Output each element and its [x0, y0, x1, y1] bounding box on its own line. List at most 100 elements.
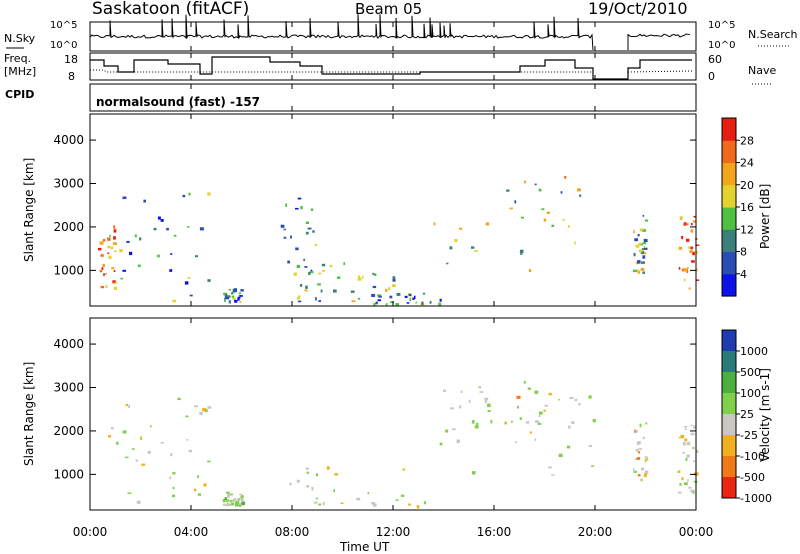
heatmap-cell: [641, 248, 644, 250]
heatmap-cell: [222, 499, 226, 503]
heatmap-cell: [634, 429, 637, 433]
heatmap-cell: [297, 197, 302, 200]
heatmap-cell: [237, 297, 240, 301]
nsky-tick-bottom: 10^0: [50, 40, 77, 51]
freq-tick-bottom: 8: [68, 70, 75, 83]
heatmap-cell: [101, 267, 104, 270]
heatmap-cell: [506, 189, 510, 192]
heatmap-cell: [693, 460, 696, 462]
heatmap-cell: [484, 397, 489, 401]
heatmap-cell: [637, 260, 641, 264]
heatmap-cell: [283, 228, 286, 231]
heatmap-cell: [679, 216, 683, 220]
heatmap-cell: [693, 220, 696, 223]
heatmap-cell: [358, 275, 360, 278]
heatmap-cell: [637, 270, 641, 274]
heatmap-cell: [632, 468, 635, 472]
velocity-heatmap: [108, 380, 699, 509]
nsky-trace: [89, 14, 691, 51]
heatmap-cell: [280, 224, 285, 228]
heatmap-cell: [472, 471, 476, 475]
heatmap-cell: [321, 263, 326, 267]
freq-trace: [90, 56, 692, 80]
colorbar-segment: [722, 351, 736, 373]
heatmap-cell: [535, 420, 539, 423]
heatmap-cell: [110, 246, 114, 249]
heatmap-cell: [343, 262, 346, 266]
heatmap-cell: [412, 297, 415, 300]
heatmap-cell: [317, 272, 322, 275]
heatmap-cell: [312, 230, 315, 233]
heatmap-cell: [638, 249, 643, 253]
heatmap-cell: [169, 476, 172, 480]
heatmap-cell: [683, 222, 687, 226]
heatmap-cell: [186, 439, 189, 441]
heatmap-cell: [229, 499, 232, 503]
heatmap-cell: [100, 285, 105, 289]
heatmap-cell: [538, 188, 542, 192]
heatmap-cell: [677, 470, 681, 473]
heatmap-cell: [686, 238, 690, 242]
heatmap-cell: [114, 250, 117, 253]
heatmap-cell: [333, 289, 337, 293]
heatmap-cell: [150, 425, 152, 428]
colorbar-segment: [722, 273, 736, 297]
heatmap-cell: [223, 292, 227, 295]
ytick-label: 4000: [53, 133, 84, 147]
heatmap-cell: [120, 277, 123, 280]
heatmap-cell: [227, 493, 231, 496]
heatmap-cell: [446, 262, 449, 265]
heatmap-cell: [100, 254, 104, 257]
heatmap-cell: [686, 441, 691, 446]
heatmap-cell: [642, 214, 645, 217]
heatmap-cell: [315, 297, 317, 301]
heatmap-cell: [102, 239, 106, 242]
heatmap-cell: [558, 398, 560, 401]
heatmap-cell: [645, 470, 649, 474]
heatmap-cell: [172, 472, 176, 475]
colorbar-segment: [722, 184, 736, 208]
heatmap-cell: [225, 293, 227, 297]
heatmap-cell: [644, 219, 648, 222]
heatmap-cell: [681, 268, 684, 272]
heatmap-cell: [300, 284, 303, 287]
heatmap-cell: [122, 269, 127, 272]
heatmap-cell: [645, 422, 648, 425]
heatmap-cell: [318, 503, 322, 506]
heatmap-cell: [569, 396, 574, 399]
freq-unit: [MHz]: [4, 65, 36, 78]
heatmap-cell: [408, 503, 411, 506]
heatmap-cell: [422, 292, 426, 295]
heatmap-cell: [528, 269, 532, 273]
heatmap-cell: [228, 289, 231, 291]
ytick-label: 3000: [53, 177, 84, 191]
heatmap-cell: [548, 392, 552, 396]
date-title: 19/Oct/2010: [588, 0, 688, 18]
heatmap-cell: [187, 226, 190, 228]
heatmap-cell: [310, 208, 314, 211]
heatmap-cell: [305, 467, 309, 470]
heatmap-cell: [105, 273, 107, 275]
heatmap-cell: [303, 258, 306, 261]
heatmap-cell: [459, 405, 462, 409]
heatmap-cell: [683, 278, 686, 282]
heatmap-cell: [591, 465, 594, 467]
heatmap-cell: [688, 486, 692, 489]
heatmap-cell: [439, 298, 442, 302]
heatmap-cell: [207, 279, 211, 282]
nsearch-label: N.Search: [748, 28, 798, 41]
heatmap-cell: [592, 418, 596, 423]
heatmap-cell: [409, 297, 412, 302]
heatmap-cell: [689, 249, 693, 253]
heatmap-cell: [402, 468, 405, 471]
heatmap-cell: [529, 431, 532, 434]
heatmap-cell: [350, 290, 355, 293]
colorbar-tick-label: 1000: [740, 345, 768, 358]
heatmap-cell: [239, 504, 242, 507]
heatmap-cell: [113, 270, 116, 272]
heatmap-cell: [504, 421, 507, 425]
xtick-label: 00:00: [679, 525, 714, 539]
colorbar-tick-label: 8: [740, 246, 747, 259]
heatmap-cell: [373, 303, 376, 306]
heatmap-cell: [241, 501, 245, 505]
